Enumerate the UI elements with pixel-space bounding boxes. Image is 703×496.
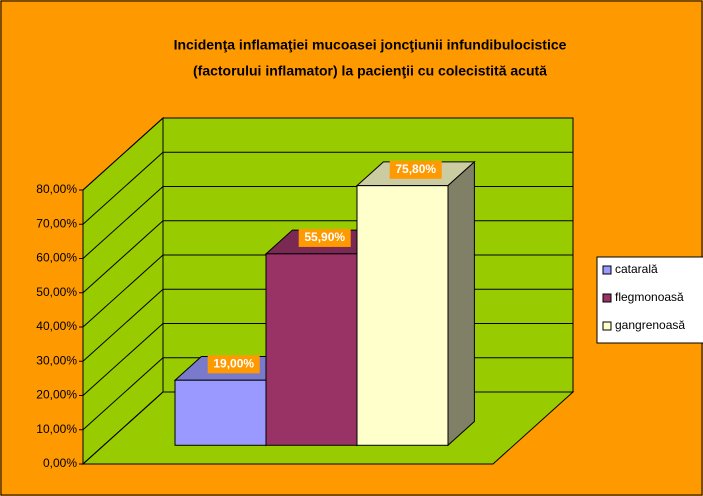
bar [265, 253, 358, 446]
value-label: 19,00% [213, 356, 254, 370]
y-tick-label: 40,00% [36, 319, 77, 333]
value-label: 55,90% [304, 230, 345, 244]
grid-line [82, 288, 164, 362]
chart-title: Incidenţa inflamaţiei mucoasei joncţiuni… [174, 37, 567, 53]
bar [174, 379, 267, 446]
bar-side [447, 160, 475, 447]
grid-line [82, 220, 164, 294]
y-tick-label: 20,00% [36, 388, 77, 402]
legend-swatch [602, 321, 612, 331]
grid-line [82, 117, 164, 191]
legend [596, 256, 703, 344]
y-tick-label: 30,00% [36, 353, 77, 367]
value-label-bg [207, 355, 260, 374]
grid-line [82, 391, 164, 465]
grid-line [82, 357, 164, 431]
y-tick-label: 70,00% [36, 216, 77, 230]
legend-label: catarală [615, 262, 658, 276]
value-label-bg [389, 160, 442, 179]
y-tick-label: 60,00% [36, 251, 77, 265]
grid-line [82, 151, 164, 225]
bar [356, 185, 449, 446]
value-label-bg [298, 228, 351, 247]
y-tick-label: 0,00% [43, 456, 77, 470]
legend-label: flegmonoasă [615, 290, 684, 304]
value-label: 75,80% [395, 162, 436, 176]
y-tick-label: 50,00% [36, 285, 77, 299]
grid-line [82, 254, 164, 328]
legend-label: gangrenoasă [615, 318, 685, 332]
grid-line [82, 323, 164, 396]
y-tick-label: 10,00% [36, 422, 77, 436]
legend-swatch [602, 265, 612, 275]
chart-title: (factorului inflamator) la pacienţii cu … [193, 63, 547, 79]
grid-line [82, 186, 164, 259]
legend-swatch [602, 293, 612, 303]
y-tick-label: 80,00% [36, 182, 77, 196]
